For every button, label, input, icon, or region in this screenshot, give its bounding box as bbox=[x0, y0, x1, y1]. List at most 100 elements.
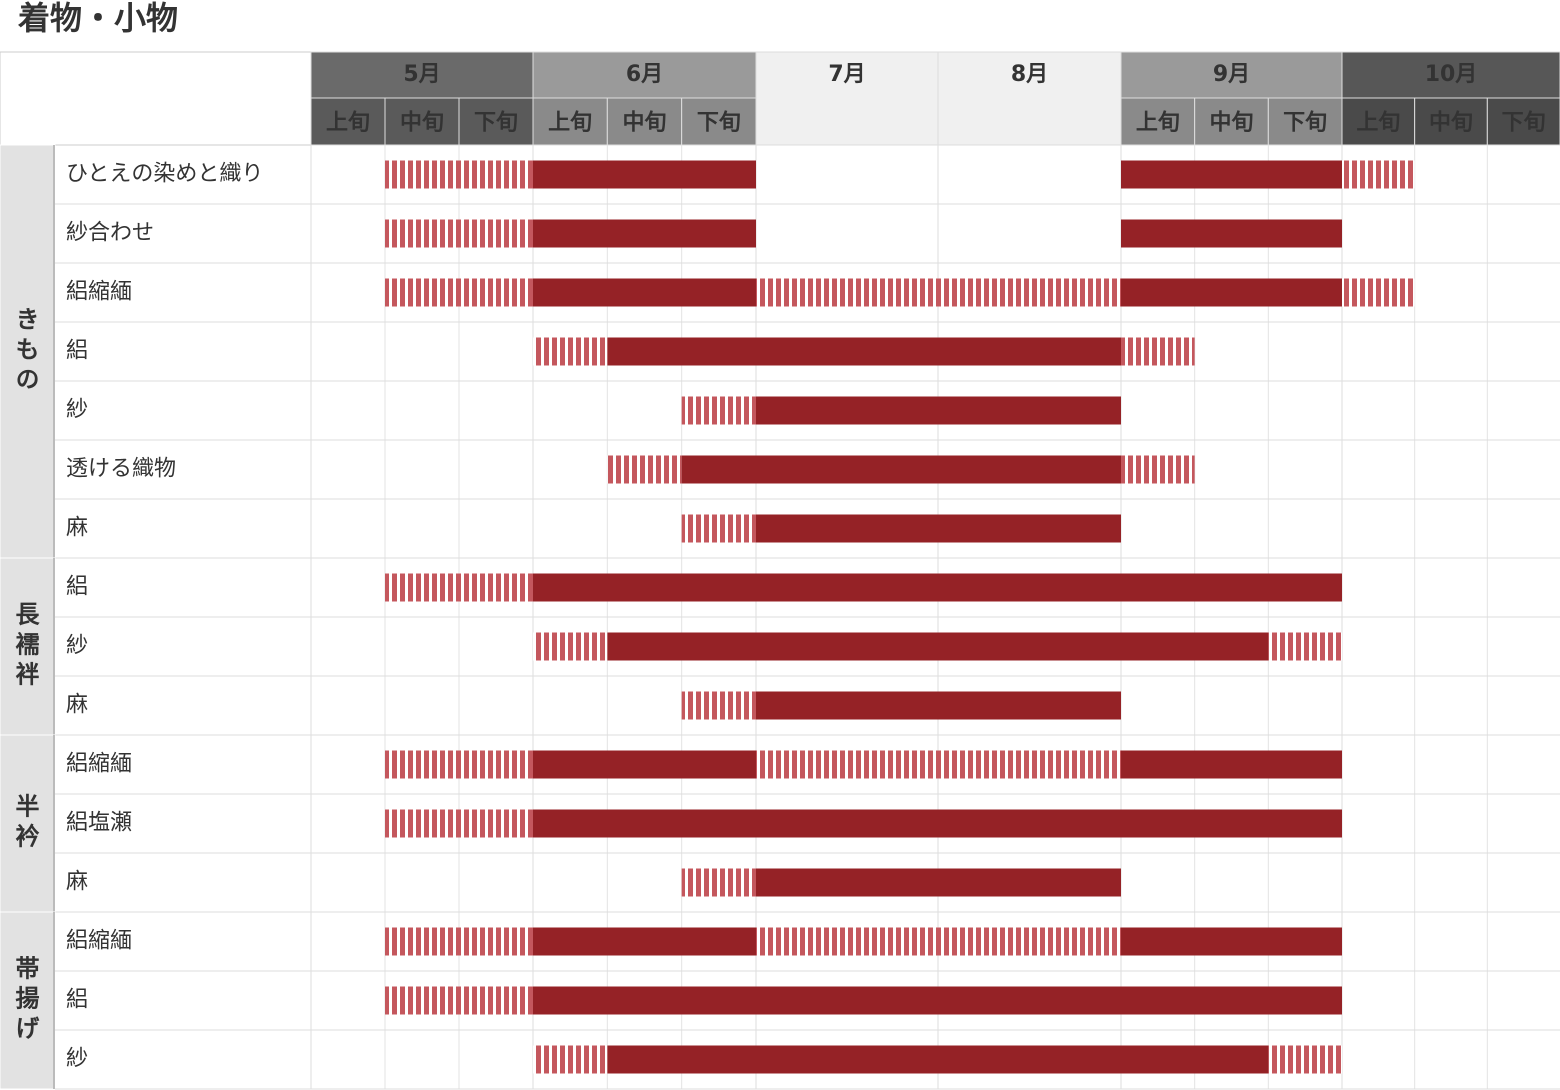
striped-bar bbox=[385, 927, 533, 956]
striped-bar bbox=[681, 868, 756, 897]
row-label: 麻 bbox=[66, 870, 88, 895]
month-label: 10月 bbox=[1425, 62, 1478, 87]
group-label: きもの bbox=[11, 307, 39, 397]
period-label: 中旬 bbox=[1429, 110, 1473, 136]
month-header bbox=[755, 51, 939, 146]
solid-bar bbox=[1121, 750, 1342, 779]
striped-bar bbox=[681, 691, 756, 720]
striped-bar bbox=[1121, 337, 1195, 366]
period-label: 上旬 bbox=[326, 110, 370, 136]
striped-bar bbox=[756, 750, 1121, 779]
solid-bar bbox=[756, 868, 1121, 897]
solid-bar bbox=[533, 278, 756, 307]
striped-bar bbox=[385, 750, 533, 779]
period-label: 上旬 bbox=[1136, 110, 1180, 136]
period-header bbox=[1486, 97, 1560, 146]
period-label: 下旬 bbox=[1283, 110, 1327, 136]
solid-bar bbox=[533, 986, 1342, 1015]
solid-bar bbox=[533, 573, 1342, 602]
row-label: 絽 bbox=[66, 575, 88, 600]
row-label: 絽 bbox=[66, 339, 88, 364]
group-label: 長襦袢 bbox=[11, 602, 39, 692]
solid-bar bbox=[607, 337, 1121, 366]
row-label: 紗合わせ bbox=[66, 221, 154, 246]
striped-bar bbox=[756, 927, 1121, 956]
month-label: 8月 bbox=[1011, 62, 1048, 87]
striped-bar bbox=[533, 337, 608, 366]
solid-bar bbox=[607, 1045, 1269, 1074]
striped-bar bbox=[533, 1045, 608, 1074]
solid-bar bbox=[533, 160, 756, 189]
striped-bar bbox=[1342, 160, 1415, 189]
row-label: 絽塩瀬 bbox=[66, 811, 132, 836]
month-header bbox=[310, 51, 534, 99]
period-header bbox=[310, 97, 386, 146]
solid-bar bbox=[533, 219, 756, 248]
striped-bar bbox=[385, 160, 533, 189]
solid-bar bbox=[607, 632, 1269, 661]
row-label: 透ける織物 bbox=[66, 457, 176, 482]
row-label: 麻 bbox=[66, 693, 88, 718]
row-label: 紗 bbox=[66, 398, 88, 423]
solid-bar bbox=[1121, 927, 1342, 956]
month-label: 7月 bbox=[828, 62, 865, 87]
period-header bbox=[384, 97, 460, 146]
striped-bar bbox=[385, 986, 533, 1015]
period-label: 下旬 bbox=[474, 110, 518, 136]
striped-bar bbox=[756, 278, 1121, 307]
row-label: 絽縮緬 bbox=[66, 280, 132, 305]
row-label: 紗 bbox=[66, 1047, 88, 1072]
striped-bar bbox=[1342, 278, 1415, 307]
solid-bar bbox=[756, 514, 1121, 543]
solid-bar bbox=[756, 691, 1121, 720]
solid-bar bbox=[1121, 160, 1342, 189]
striped-bar bbox=[533, 632, 608, 661]
group-cell bbox=[0, 557, 56, 736]
solid-bar bbox=[533, 750, 756, 779]
period-label: 上旬 bbox=[548, 110, 592, 136]
month-label: 9月 bbox=[1213, 62, 1250, 87]
solid-bar bbox=[533, 809, 1342, 838]
striped-bar bbox=[1121, 455, 1195, 484]
row-label: 絽縮緬 bbox=[66, 929, 132, 954]
month-header bbox=[1341, 51, 1560, 99]
solid-bar bbox=[1121, 278, 1342, 307]
period-label: 中旬 bbox=[1209, 110, 1253, 136]
solid-bar bbox=[681, 455, 1121, 484]
period-label: 中旬 bbox=[622, 110, 666, 136]
striped-bar bbox=[607, 455, 682, 484]
solid-bar bbox=[756, 396, 1121, 425]
striped-bar bbox=[385, 573, 533, 602]
group-label: 帯揚げ bbox=[11, 956, 39, 1046]
solid-bar bbox=[1121, 219, 1342, 248]
month-header bbox=[937, 51, 1122, 146]
row-label: ひとえの染めと織り bbox=[66, 162, 263, 187]
period-label: 中旬 bbox=[400, 110, 444, 136]
period-header bbox=[532, 97, 608, 146]
solid-bar bbox=[533, 927, 756, 956]
period-label: 下旬 bbox=[697, 110, 741, 136]
group-cell bbox=[0, 734, 56, 913]
striped-bar bbox=[385, 219, 533, 248]
row-label: 麻 bbox=[66, 516, 88, 541]
group-label: 半衿 bbox=[11, 794, 39, 854]
striped-bar bbox=[681, 514, 756, 543]
striped-bar bbox=[385, 809, 533, 838]
striped-bar bbox=[385, 278, 533, 307]
period-label: 上旬 bbox=[1356, 110, 1400, 136]
striped-bar bbox=[1268, 632, 1342, 661]
period-header bbox=[1341, 97, 1416, 146]
header-corner bbox=[0, 51, 312, 146]
period-label: 下旬 bbox=[1502, 110, 1546, 136]
group-cell bbox=[0, 144, 56, 559]
month-label: 6月 bbox=[626, 62, 663, 87]
period-header bbox=[1120, 97, 1196, 146]
striped-bar bbox=[1268, 1045, 1342, 1074]
period-header bbox=[1194, 97, 1269, 146]
month-header bbox=[1120, 51, 1343, 99]
row-label: 絽 bbox=[66, 988, 88, 1013]
month-label: 5月 bbox=[403, 62, 440, 87]
striped-bar bbox=[681, 396, 756, 425]
row-label: 紗 bbox=[66, 634, 88, 659]
